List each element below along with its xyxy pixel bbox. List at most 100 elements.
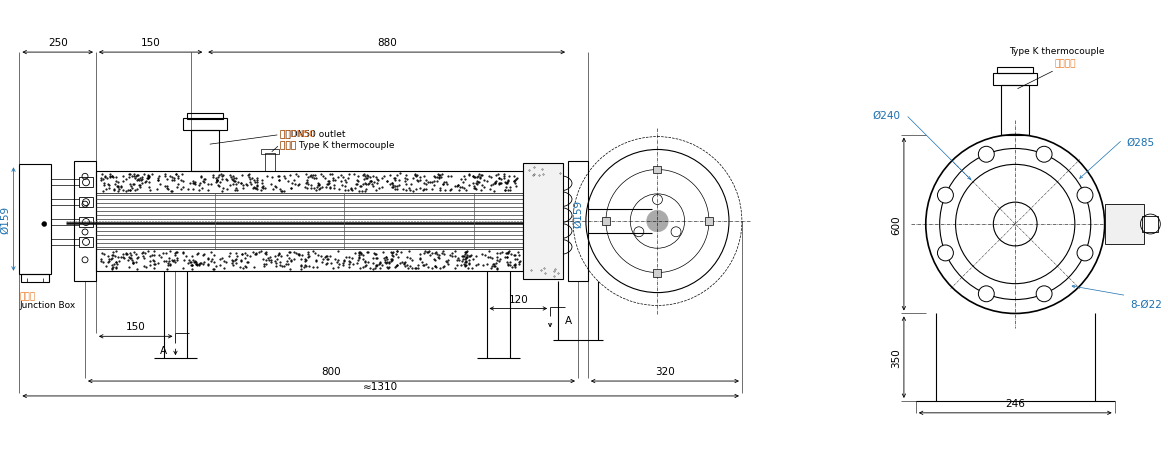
Point [425,250,444,257]
Point [236,250,255,257]
Point [417,177,436,185]
Point [349,254,368,262]
Point [398,265,417,273]
Point [324,177,342,184]
Point [339,261,357,268]
Point [367,262,385,269]
Point [106,259,125,267]
Point [270,173,288,181]
Point [313,184,332,191]
Point [385,183,404,191]
Point [374,249,392,256]
Point [329,173,348,181]
Point [369,261,388,268]
Point [425,178,444,186]
Point [331,261,349,268]
Point [417,261,436,268]
Point [120,187,139,194]
Point [128,176,147,183]
Point [424,173,443,181]
Point [352,250,370,258]
Point [329,186,348,193]
Text: Ø159: Ø159 [573,200,583,228]
Point [367,262,385,269]
Point [510,252,529,259]
Point [453,253,472,260]
Point [356,175,375,182]
Point [248,182,266,189]
Point [296,184,314,191]
Point [318,256,336,263]
Point [155,182,174,190]
Point [110,258,128,265]
Point [470,261,488,268]
Point [488,171,507,178]
Point [92,171,111,178]
Point [324,265,342,273]
Point [127,255,146,262]
Point [225,257,244,264]
Point [498,254,516,262]
Point [318,181,336,188]
Point [496,180,515,187]
Circle shape [42,222,47,227]
Point [231,258,250,265]
Point [182,262,201,269]
Point [92,250,111,257]
Point [95,177,113,184]
Point [183,262,202,269]
Point [179,259,197,267]
Bar [653,269,661,277]
Point [174,249,193,257]
Point [144,257,162,264]
Point [106,178,125,185]
Point [131,182,150,189]
Point [349,250,368,258]
Point [131,175,150,182]
Point [438,258,457,266]
Point [334,260,353,267]
Point [467,186,486,193]
Point [354,172,373,179]
Point [103,262,121,269]
Point [398,261,417,268]
Point [105,186,124,193]
Point [158,185,176,192]
Point [215,264,234,272]
Point [456,249,474,256]
Point [356,262,375,269]
Point [158,265,176,273]
Point [297,180,315,187]
Point [105,181,124,188]
Point [181,258,200,266]
Point [99,182,118,189]
Point [187,260,206,268]
Point [274,188,293,195]
Point [440,251,459,258]
Point [100,172,119,180]
Point [479,248,498,255]
Point [111,254,130,261]
Point [481,187,500,194]
Point [118,251,137,258]
Point [208,178,227,185]
Point [341,258,360,266]
Point [396,181,415,188]
Point [363,172,382,180]
Point [307,258,326,265]
Text: Ø285: Ø285 [1126,137,1155,147]
Point [189,187,208,194]
Point [439,173,458,180]
Bar [602,217,610,226]
Point [281,185,300,192]
Point [320,253,339,260]
Point [114,251,133,258]
Point [376,254,395,261]
Point [480,254,499,261]
Point [232,251,251,258]
Point [320,180,339,187]
Point [486,178,505,186]
Point [150,252,168,259]
Point [473,182,492,190]
Point [356,180,375,187]
